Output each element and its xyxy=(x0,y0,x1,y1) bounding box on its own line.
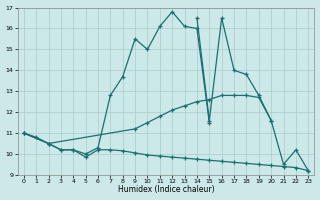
X-axis label: Humidex (Indice chaleur): Humidex (Indice chaleur) xyxy=(118,185,214,194)
